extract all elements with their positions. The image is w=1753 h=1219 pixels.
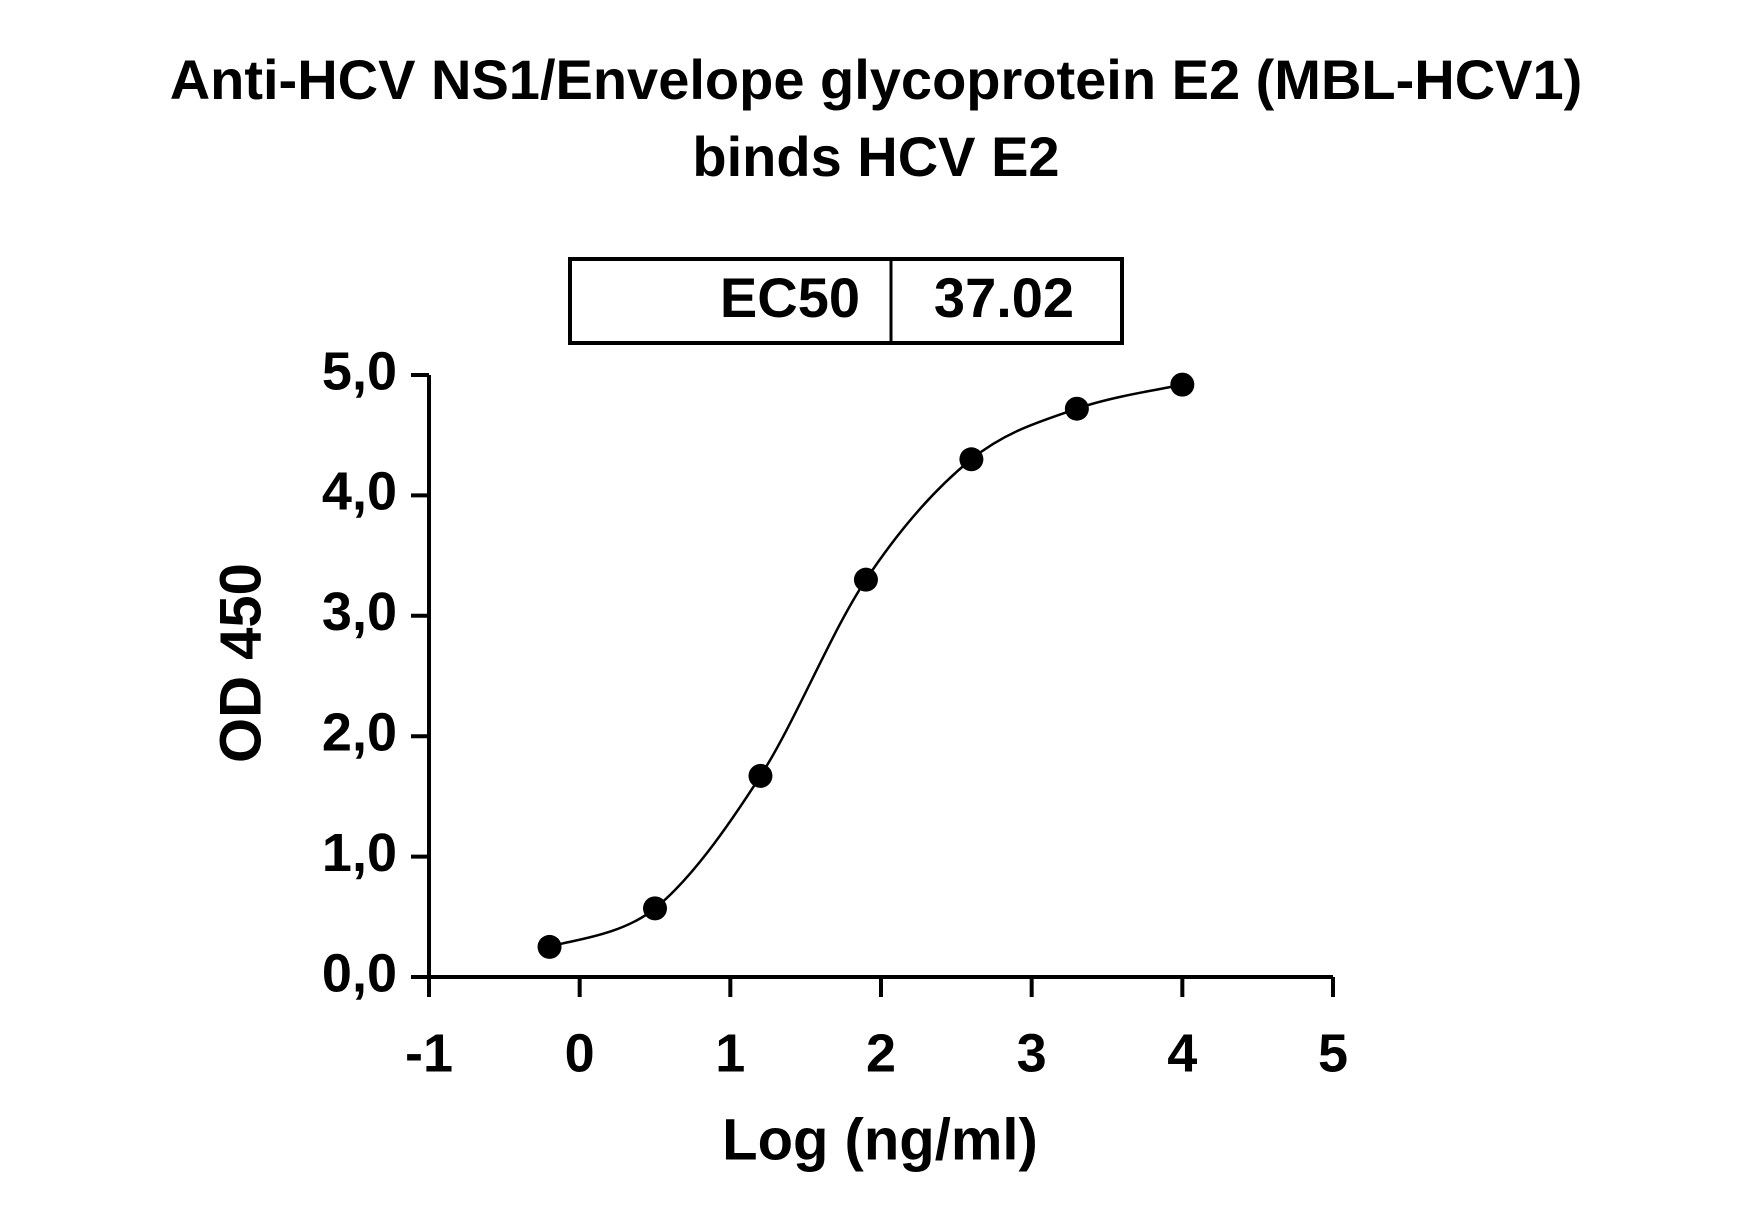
data-point	[643, 896, 667, 921]
data-point	[853, 567, 878, 592]
fit-curve	[549, 383, 1183, 949]
x-tick-label: 3	[1017, 1023, 1047, 1083]
annotation-label: EC50	[720, 266, 860, 329]
y-axis-label: OD 450	[208, 563, 273, 763]
annotation-box	[568, 257, 1124, 345]
annotation-value: 37.02	[934, 266, 1074, 329]
y-tick-label: 3,0	[322, 582, 397, 642]
x-tick-label: 5	[1318, 1023, 1348, 1083]
x-tick-label: 0	[565, 1023, 595, 1083]
y-tick-label: 0,0	[322, 943, 397, 1003]
chart-title: Anti-HCV NS1/Envelope glycoprotein E2 (M…	[170, 48, 1583, 111]
x-axis-label: Log (ng/ml)	[722, 1107, 1038, 1172]
y-tick-label: 2,0	[322, 702, 397, 762]
data-point	[959, 447, 984, 472]
data-point	[748, 763, 773, 788]
x-tick-label: 4	[1167, 1023, 1197, 1083]
y-tick-label: 1,0	[322, 823, 397, 883]
data-point	[1170, 372, 1195, 397]
x-tick-label: 1	[715, 1023, 745, 1083]
y-tick-label: 4,0	[322, 462, 397, 522]
x-tick-label: -1	[405, 1023, 453, 1083]
chart-title: binds HCV E2	[692, 125, 1059, 188]
data-point	[1064, 396, 1089, 421]
y-tick-label: 5,0	[322, 341, 397, 401]
x-tick-label: 2	[866, 1023, 896, 1083]
data-point	[537, 934, 562, 959]
